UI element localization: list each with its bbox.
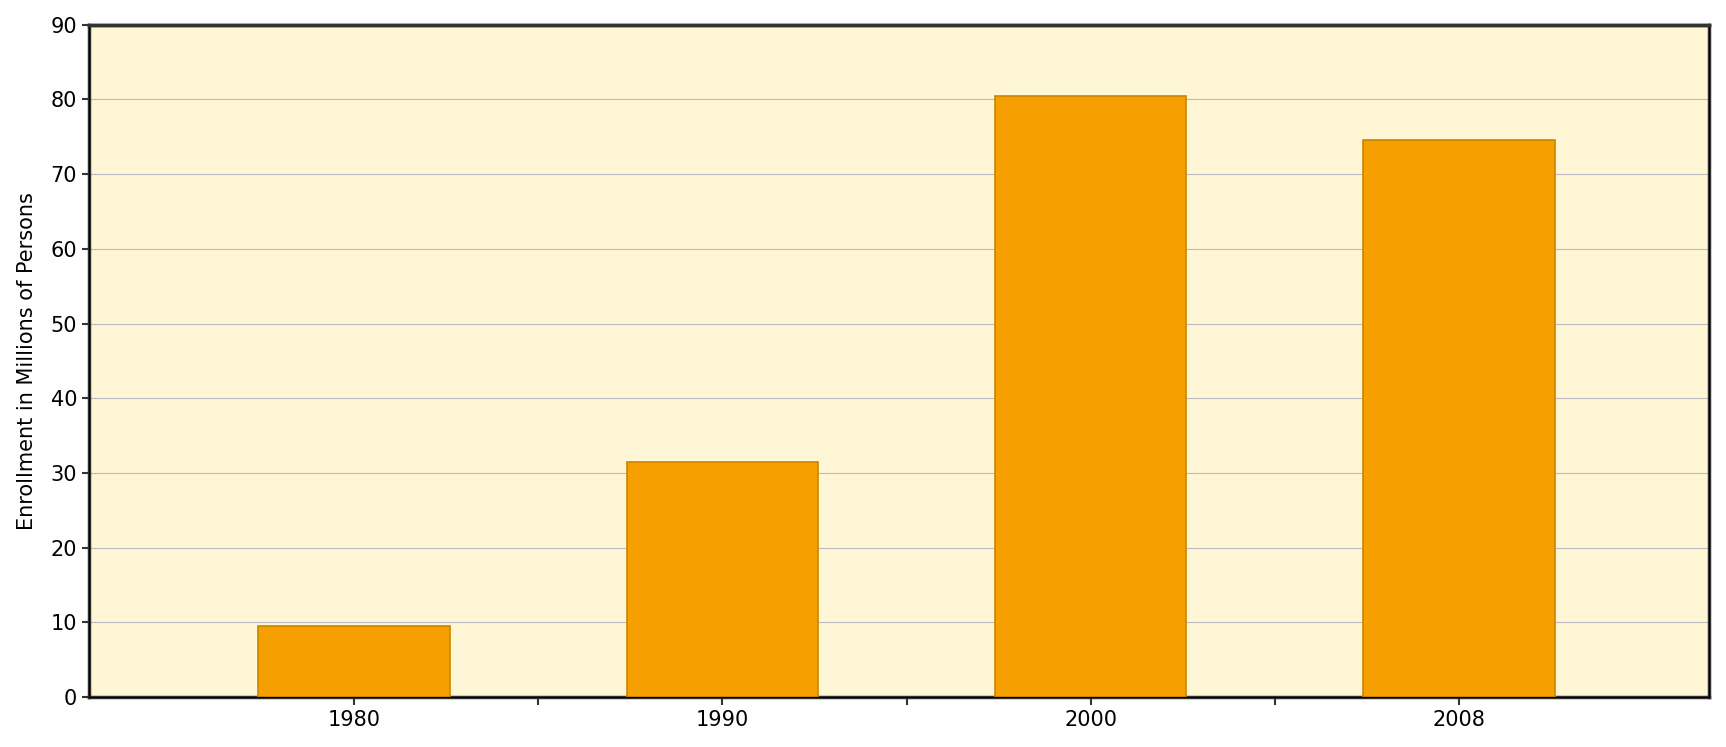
Bar xyxy=(627,462,818,697)
Bar xyxy=(1364,140,1555,697)
Bar xyxy=(994,96,1186,697)
Y-axis label: Enrollment in Millions of Persons: Enrollment in Millions of Persons xyxy=(17,192,36,530)
Bar xyxy=(259,626,450,697)
